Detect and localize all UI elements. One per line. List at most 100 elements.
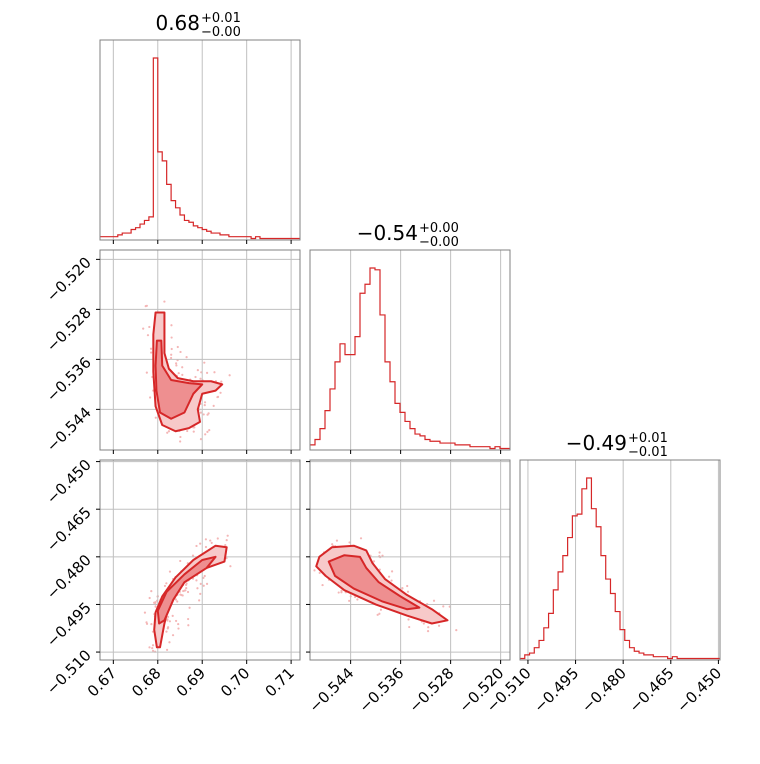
contour-inner-1-3 (156, 555, 217, 625)
scatter-point (378, 612, 381, 615)
scatter-point (195, 544, 198, 548)
scatter-point (381, 554, 384, 557)
scatter-point (199, 582, 202, 585)
scatter-point (206, 430, 209, 433)
scatter-point (209, 539, 212, 542)
scatter-point (427, 626, 430, 629)
scatter-point (199, 592, 202, 595)
scatter-point (432, 599, 436, 602)
y-tick-label: −0.520 (43, 253, 95, 305)
x-tick-label: −0.450 (673, 664, 725, 716)
scatter-point (408, 625, 411, 629)
scatter-point (179, 350, 182, 354)
panel-frame (99, 459, 301, 661)
scatter-point (406, 590, 410, 593)
scatter-point (195, 579, 198, 582)
y-tick-label: −0.544 (43, 403, 95, 455)
scatter-point (176, 345, 179, 349)
scatter-point (407, 618, 410, 621)
scatter-point (313, 569, 316, 572)
title-param-3-minus: −0.01 (628, 445, 668, 460)
scatter-point (145, 622, 149, 625)
scatter-point (422, 622, 425, 625)
scatter-point (170, 347, 173, 351)
scatter-point (205, 582, 209, 585)
scatter-point (203, 361, 206, 364)
scatter-point (168, 641, 171, 644)
scatter-point (212, 404, 215, 407)
scatter-point (202, 413, 205, 416)
scatter-point (170, 336, 173, 339)
scatter-point (163, 300, 166, 303)
scatter-point (186, 590, 190, 594)
scatter-point (166, 431, 169, 434)
scatter-point (146, 334, 150, 337)
scatter-point (170, 356, 173, 360)
x-tick-label: 0.71 (262, 664, 298, 700)
scatter-point (348, 541, 351, 544)
scatter-point (203, 401, 207, 404)
scatter-point (186, 429, 189, 433)
scatter-point (188, 606, 191, 609)
title-param-1-minus: −0.00 (201, 25, 241, 40)
scatter-point (202, 584, 205, 587)
panel-frame (99, 39, 301, 241)
scatter-point (184, 589, 187, 592)
x-tick-label: −0.536 (355, 664, 407, 716)
scatter-point (204, 538, 207, 541)
scatter-point (175, 364, 178, 367)
histogram-param-1 (100, 57, 300, 240)
scatter-point (203, 574, 206, 578)
scatter-point (151, 647, 154, 650)
scatter-point (148, 646, 151, 649)
y-tick-label: −0.450 (43, 456, 95, 508)
scatter-point (388, 575, 391, 578)
scatter-point (179, 435, 182, 439)
scatter-point (150, 590, 153, 593)
scatter-point (202, 576, 205, 579)
title-param-3-plus: +0.01 (628, 431, 668, 446)
y-tick-label: −0.495 (43, 599, 95, 651)
scatter-point (229, 565, 232, 568)
scatter-point (337, 591, 340, 594)
scatter-point (187, 624, 190, 627)
scatter-point (196, 369, 199, 372)
scatter-point (204, 433, 207, 436)
scatter-point (175, 362, 178, 365)
x-tick-label: 0.67 (84, 664, 120, 700)
x-tick-label: 0.68 (128, 664, 164, 700)
scatter-point (187, 617, 190, 621)
scatter-point (179, 440, 182, 443)
scatter-point (213, 371, 216, 374)
scatter-point (372, 560, 376, 563)
scatter-point (171, 634, 175, 637)
scatter-point (145, 371, 148, 374)
histogram-layer (100, 57, 720, 660)
scatter-point (154, 605, 157, 608)
scatter-point (224, 543, 227, 547)
scatter-point (185, 356, 188, 359)
scatter-point (166, 615, 170, 618)
scatter-point (378, 551, 381, 554)
scatter-point (154, 601, 157, 604)
title-param-3-median: −0.49 (566, 431, 627, 455)
y-tick-label: −0.536 (43, 353, 95, 405)
scatter-point (204, 545, 208, 549)
scatter-point (150, 623, 153, 626)
scatter-point (182, 589, 185, 593)
scatter-point (177, 372, 180, 375)
scatter-point (168, 620, 171, 623)
scatter-point (390, 570, 394, 573)
scatter-point (196, 587, 199, 590)
scatter-point (170, 324, 173, 327)
scatter-point (199, 377, 202, 380)
scatter-point (163, 584, 167, 588)
scatter-point (203, 404, 206, 407)
scatter-point (192, 430, 195, 433)
scatter-point (216, 537, 219, 540)
scatter-point (181, 366, 184, 369)
x-tick-label: −0.465 (626, 664, 678, 716)
scatter-point (148, 596, 151, 600)
scatter-point (149, 396, 152, 399)
scatter-point (216, 395, 219, 399)
